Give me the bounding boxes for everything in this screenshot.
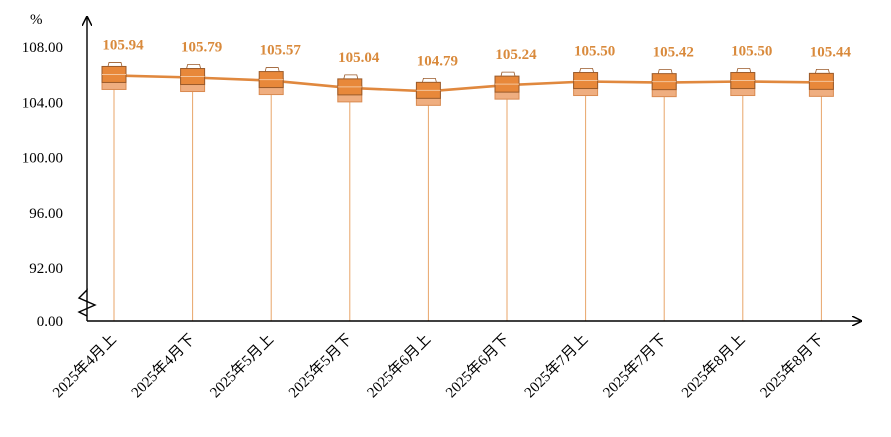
y-tick-label: 0.00 bbox=[37, 314, 63, 330]
data-label: 105.44 bbox=[810, 44, 852, 60]
x-category-label: 2025年6月上 bbox=[364, 331, 434, 401]
x-category-label: 2025年4月下 bbox=[128, 331, 198, 401]
y-tick-label: 92.00 bbox=[29, 261, 63, 277]
data-label: 105.50 bbox=[574, 44, 615, 60]
x-category-label: 2025年5月下 bbox=[285, 331, 355, 401]
x-category-label: 2025年7月上 bbox=[521, 331, 591, 401]
x-category-label: 2025年8月下 bbox=[757, 331, 827, 401]
data-label: 105.57 bbox=[260, 43, 302, 59]
x-axis-category-labels: 2025年4月上 2025年4月下 2025年5月上 2025年5月下 2025年6月上… bbox=[49, 331, 827, 401]
x-category-label: 2025年6月下 bbox=[442, 331, 512, 401]
y-tick-label: 96.00 bbox=[29, 206, 63, 222]
marker-top-edge bbox=[657, 69, 673, 74]
data-point-marker bbox=[808, 68, 834, 97]
marker-top-edge bbox=[815, 68, 830, 74]
data-point-marker bbox=[651, 69, 677, 98]
data-label: 105.04 bbox=[338, 50, 380, 66]
marker-top-edge bbox=[186, 64, 201, 69]
marker-top-edge bbox=[343, 74, 359, 79]
series-line bbox=[113, 74, 822, 93]
data-label: 105.79 bbox=[181, 40, 222, 56]
axes bbox=[77, 18, 860, 321]
series-line-path bbox=[113, 74, 822, 93]
data-point-marker bbox=[101, 62, 127, 90]
data-point-marker bbox=[415, 77, 441, 106]
y-axis-unit-label: % bbox=[30, 12, 43, 28]
marker-top-edge bbox=[422, 77, 437, 83]
y-axis-break bbox=[77, 288, 97, 321]
data-label: 105.42 bbox=[653, 45, 694, 61]
y-tick-label: 104.00 bbox=[22, 95, 63, 111]
data-label: 105.24 bbox=[495, 47, 537, 63]
x-category-label: 2025年4月上 bbox=[49, 331, 119, 401]
data-point-marker bbox=[337, 74, 363, 103]
marker-top-edge bbox=[264, 67, 280, 72]
x-category-label: 2025年8月上 bbox=[678, 331, 748, 401]
y-axis-ticks: 108.00 104.00 100.00 96.00 92.00 0.00 bbox=[22, 40, 63, 330]
data-point-marker bbox=[180, 64, 206, 93]
y-tick-label: 108.00 bbox=[22, 40, 63, 56]
drop-lines bbox=[113, 75, 822, 321]
data-label: 104.79 bbox=[417, 53, 458, 69]
marker-top-edge bbox=[500, 71, 516, 77]
data-point-marker bbox=[573, 68, 599, 97]
data-point-marker bbox=[258, 67, 284, 96]
data-label: 105.94 bbox=[102, 37, 144, 53]
marker-top-edge bbox=[736, 68, 752, 73]
x-category-label: 2025年7月下 bbox=[600, 331, 670, 401]
data-point-marker bbox=[494, 71, 520, 100]
data-point-marker bbox=[730, 68, 756, 97]
y-tick-label: 100.00 bbox=[22, 151, 63, 167]
data-label: 105.50 bbox=[731, 44, 772, 60]
data-labels: 105.94 105.79 105.57 105.04 104.79 105.24 105.… bbox=[102, 37, 851, 69]
x-category-label: 2025年5月上 bbox=[207, 331, 277, 401]
point-markers bbox=[101, 62, 834, 106]
marker-top-edge bbox=[579, 68, 594, 73]
marker-top-edge bbox=[107, 62, 123, 67]
